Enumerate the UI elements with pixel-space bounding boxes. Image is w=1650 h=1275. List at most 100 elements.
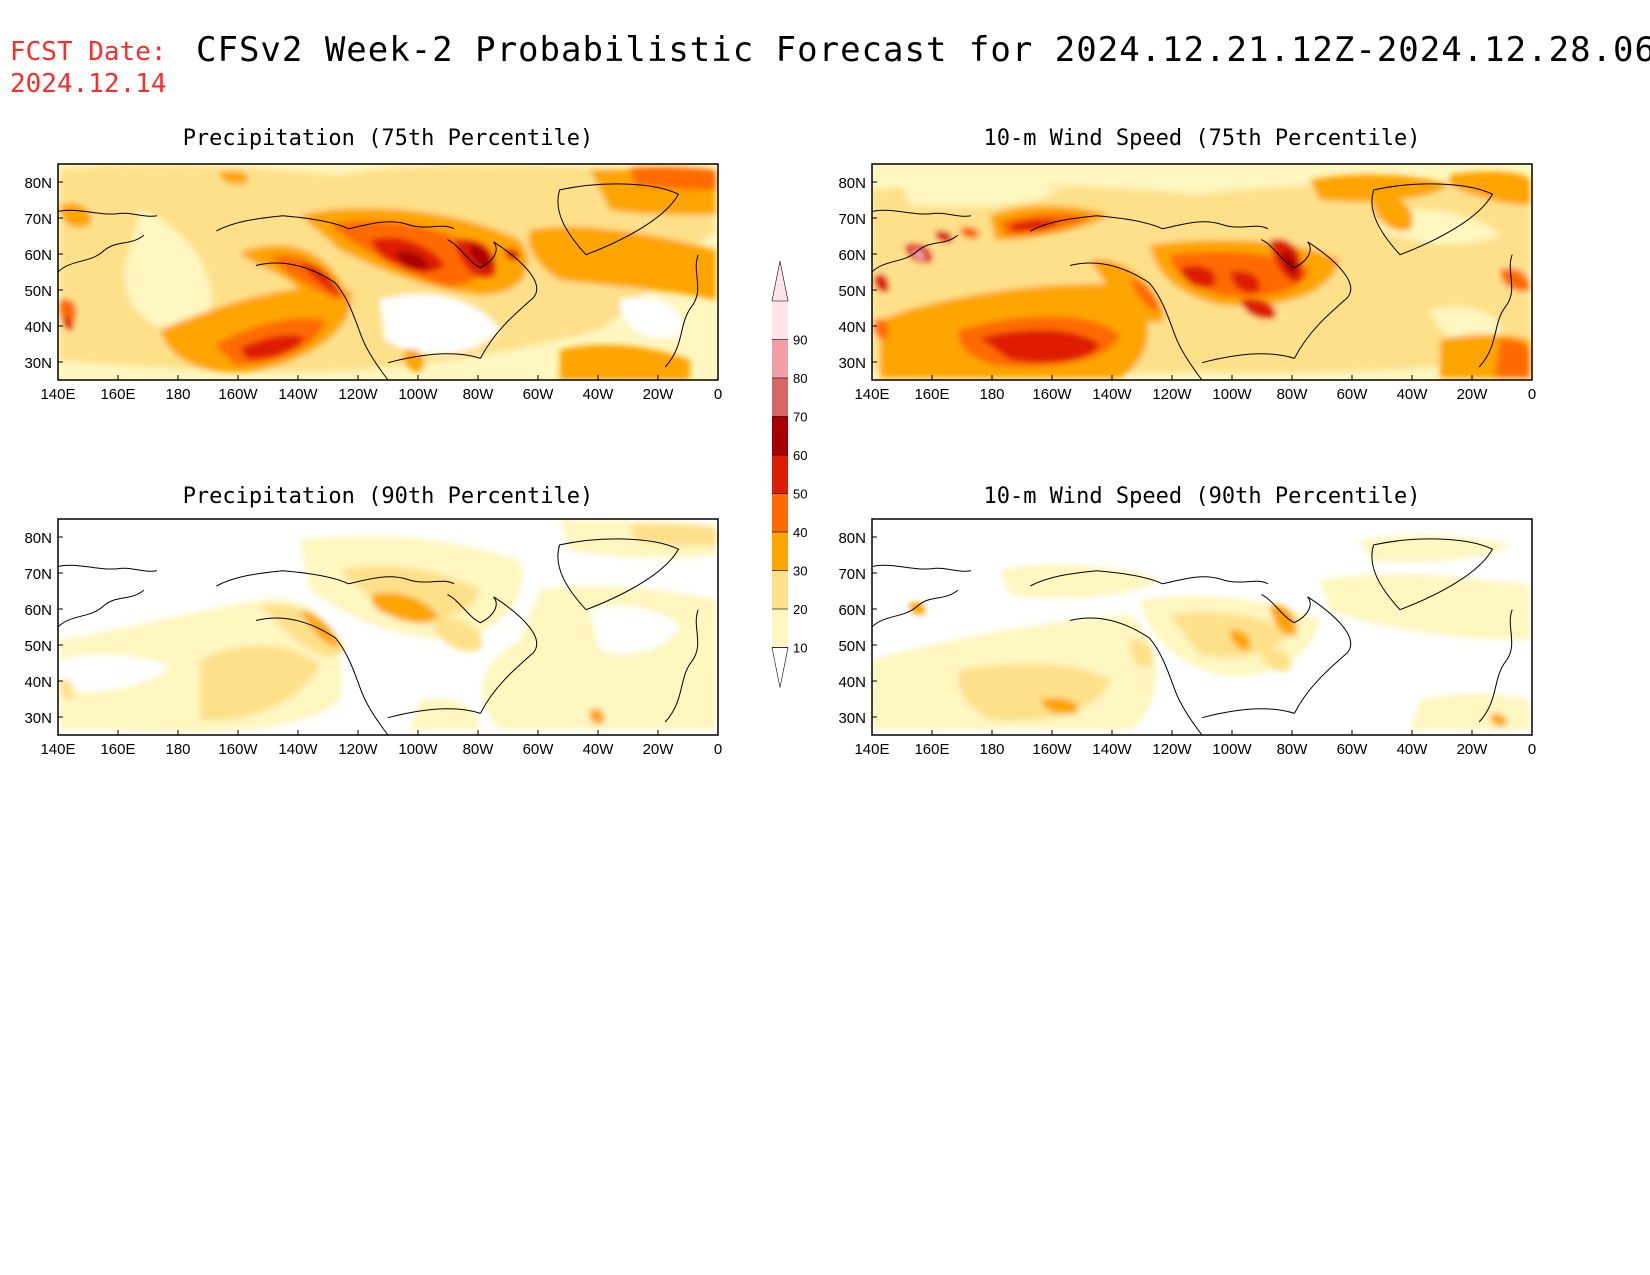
lon-label: 160W (1032, 741, 1072, 758)
map-panel-wind-75 (872, 164, 1532, 380)
lon-label: 0 (1528, 741, 1536, 758)
lon-label: 120W (338, 386, 378, 403)
coastline-precip-75 (57, 234, 145, 273)
colorbar-segment (772, 570, 788, 609)
frame-wind-90 (871, 518, 1533, 736)
coastline-wind-75 (1293, 241, 1352, 359)
map-panel-wind-90 (872, 519, 1532, 735)
lat-label: 40N (838, 674, 866, 691)
lon-label: 160E (914, 386, 949, 403)
coastline-wind-75 (871, 234, 959, 273)
map-panel-precip-90 (58, 519, 718, 735)
lon-label: 60W (523, 386, 555, 403)
colorbar-segment (772, 609, 788, 648)
lon-label: 20W (643, 741, 675, 758)
colorbar-label: 70 (793, 410, 807, 425)
colorbar-segment (772, 339, 788, 378)
panel-title-precip-90: Precipitation (90th Percentile) (182, 484, 594, 509)
coastlines-layer (57, 183, 1513, 736)
coastline-wind-75 (1030, 215, 1163, 232)
lon-label: 140E (854, 741, 889, 758)
coastline-precip-75 (557, 183, 680, 256)
lon-label: 100W (398, 386, 438, 403)
coastline-precip-75 (387, 353, 481, 364)
lon-label: 160W (1032, 386, 1072, 403)
colorbar-label: 10 (793, 641, 807, 656)
lon-label: 60W (523, 741, 555, 758)
coastline-wind-90 (1069, 617, 1203, 736)
colorbar: 10 20 30 40 50 60 70 80 90 (771, 260, 807, 688)
lat-label: 50N (24, 283, 52, 300)
lat-label: 40N (24, 319, 52, 336)
lon-label: 140W (278, 741, 318, 758)
lon-label: 80W (1277, 741, 1309, 758)
panel-title-wind-75: 10-m Wind Speed (75th Percentile) (983, 126, 1421, 151)
colorbar-segment (772, 416, 788, 455)
lat-label: 80N (838, 530, 866, 547)
frame-wind-75 (871, 163, 1533, 381)
lat-label: 70N (838, 211, 866, 228)
lon-label: 0 (714, 386, 722, 403)
coastline-precip-75 (479, 241, 538, 359)
forecast-date-block: FCST Date: 2024.12.14 (10, 36, 167, 100)
lon-label: 140E (40, 386, 75, 403)
lat-label: 60N (838, 602, 866, 619)
colorbar-label: 50 (793, 487, 807, 502)
panel-title-wind-90: 10-m Wind Speed (90th Percentile) (983, 484, 1421, 509)
frame-precip-90 (57, 518, 719, 736)
coastline-wind-90 (1201, 708, 1295, 719)
lon-label: 180 (165, 741, 190, 758)
page-title: CFSv2 Week-2 Probabilistic Forecast for … (196, 30, 1650, 70)
lon-label: 20W (1457, 741, 1489, 758)
lat-label: 50N (24, 638, 52, 655)
coastline-wind-90 (1293, 596, 1352, 714)
coastline-precip-75 (664, 254, 699, 368)
lon-label: 160W (218, 741, 258, 758)
colorbar-label: 40 (793, 525, 807, 540)
lon-label: 160E (100, 386, 135, 403)
coastline-wind-75 (871, 209, 972, 217)
coastline-precip-90 (479, 596, 538, 714)
lat-label: 30N (838, 710, 866, 727)
lon-label: 80W (1277, 386, 1309, 403)
lon-label: 160W (218, 386, 258, 403)
colorbar-label: 90 (793, 333, 807, 348)
lon-label: 180 (165, 386, 190, 403)
lat-label: 30N (24, 355, 52, 372)
lat-label: 40N (838, 319, 866, 336)
lon-label: 120W (1152, 386, 1192, 403)
coastline-wind-90 (1162, 576, 1269, 585)
coastline-precip-90 (387, 708, 481, 719)
coastline-precip-90 (57, 589, 145, 628)
frame-precip-75 (57, 163, 719, 381)
lon-label: 160E (100, 741, 135, 758)
lon-label: 180 (979, 386, 1004, 403)
lat-label: 80N (24, 175, 52, 192)
colorbar-segment (772, 455, 788, 494)
coastline-wind-90 (1478, 609, 1513, 723)
colorbar-label: 60 (793, 448, 807, 463)
lon-label: 40W (1397, 386, 1429, 403)
lon-label: 140W (1092, 741, 1132, 758)
coastline-wind-90 (1371, 538, 1494, 611)
lon-label: 180 (979, 741, 1004, 758)
panel-title-precip-75: Precipitation (75th Percentile) (182, 126, 594, 151)
lat-label: 70N (838, 566, 866, 583)
lat-label: 40N (24, 674, 52, 691)
coastline-wind-75 (1201, 353, 1295, 364)
coastline-wind-75 (1162, 221, 1269, 230)
lat-label: 50N (838, 638, 866, 655)
coastline-wind-75 (1261, 239, 1311, 269)
lon-label: 40W (583, 741, 615, 758)
coastline-wind-75 (1371, 183, 1494, 256)
coastline-precip-75 (57, 209, 158, 217)
coastline-precip-75 (255, 262, 389, 381)
lat-label: 50N (838, 283, 866, 300)
colorbar-bottom-arrow (771, 647, 789, 688)
coastline-wind-90 (1261, 594, 1311, 624)
coastline-precip-75 (447, 239, 497, 269)
coastline-precip-75 (348, 221, 455, 230)
lon-label: 20W (1457, 386, 1489, 403)
lon-label: 40W (583, 386, 615, 403)
